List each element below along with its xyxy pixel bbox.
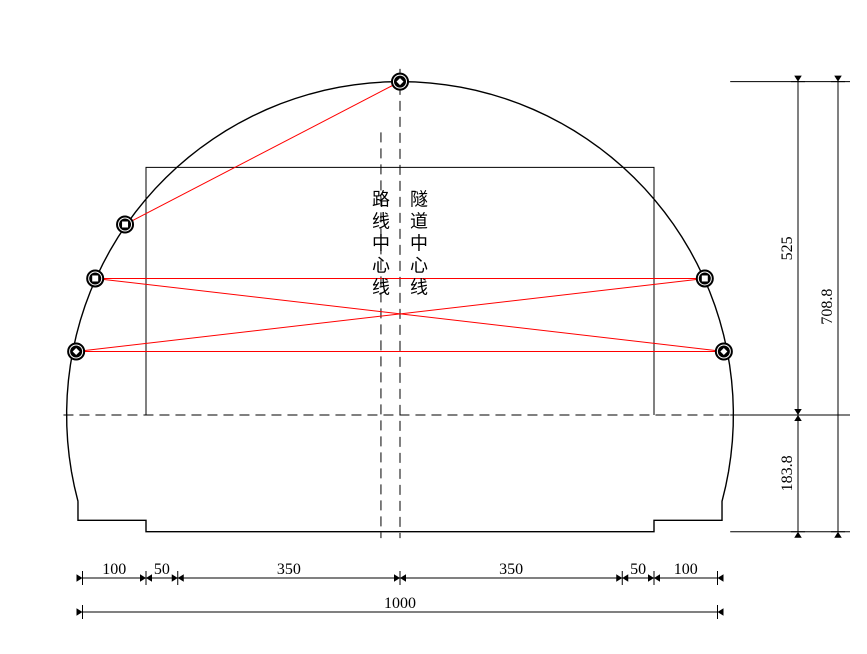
route-centerline-label-char: 中 (372, 233, 390, 253)
survey-point-p_lr (716, 344, 732, 360)
tunnel-centerline-label-char: 中 (410, 233, 428, 253)
dim-bottom-row1-label: 100 (674, 561, 698, 578)
tunnel-centerline-label-char: 道 (410, 211, 428, 231)
dim-bottom-row1: 100 50 350 350 50 100 (77, 561, 724, 585)
survey-point-p_top (392, 74, 408, 90)
survey-point-p_ur (697, 270, 713, 286)
dim-bottom-row1-label: 100 (102, 561, 126, 578)
survey-line (125, 82, 400, 225)
route-centerline-label: 路线中心线 (372, 189, 390, 297)
dim-bottom-row2-label: 1000 (384, 595, 416, 612)
dim-bottom-row1-label: 50 (154, 561, 170, 578)
dim-right-col1: 525 183.8 (779, 76, 805, 538)
survey-point-p_ll (68, 344, 84, 360)
dim-bottom-row1-label: 350 (277, 561, 301, 578)
survey-line (76, 278, 705, 351)
dim-bottom-row2: 1000 (77, 595, 724, 619)
tunnel-centerline-label-char: 线 (410, 277, 428, 297)
route-centerline-label-char: 线 (372, 277, 390, 297)
route-centerline-label-char: 线 (372, 211, 390, 231)
tunnel-centerline-label-char: 隧 (410, 189, 428, 209)
dim-right-col2-label: 708.8 (819, 289, 836, 325)
dim-right-col2: 708.8 (819, 76, 845, 538)
dim-bottom-row1-label: 350 (499, 561, 523, 578)
dim-right-col1-label: 183.8 (779, 455, 796, 491)
dim-bottom-row1-label: 50 (630, 561, 646, 578)
tunnel-cross-section-diagram: 路线中心线隧道中心线10050350350501001000525183.870… (0, 0, 867, 654)
dim-right-col1-label: 525 (779, 236, 796, 260)
route-centerline-label-char: 路 (372, 189, 390, 209)
survey-point-p_ul1 (117, 217, 133, 233)
route-centerline-label-char: 心 (372, 255, 390, 275)
survey-point-p_ul2 (87, 270, 103, 286)
tunnel-centerline-label: 隧道中心线 (410, 189, 428, 297)
tunnel-centerline-label-char: 心 (410, 255, 428, 275)
